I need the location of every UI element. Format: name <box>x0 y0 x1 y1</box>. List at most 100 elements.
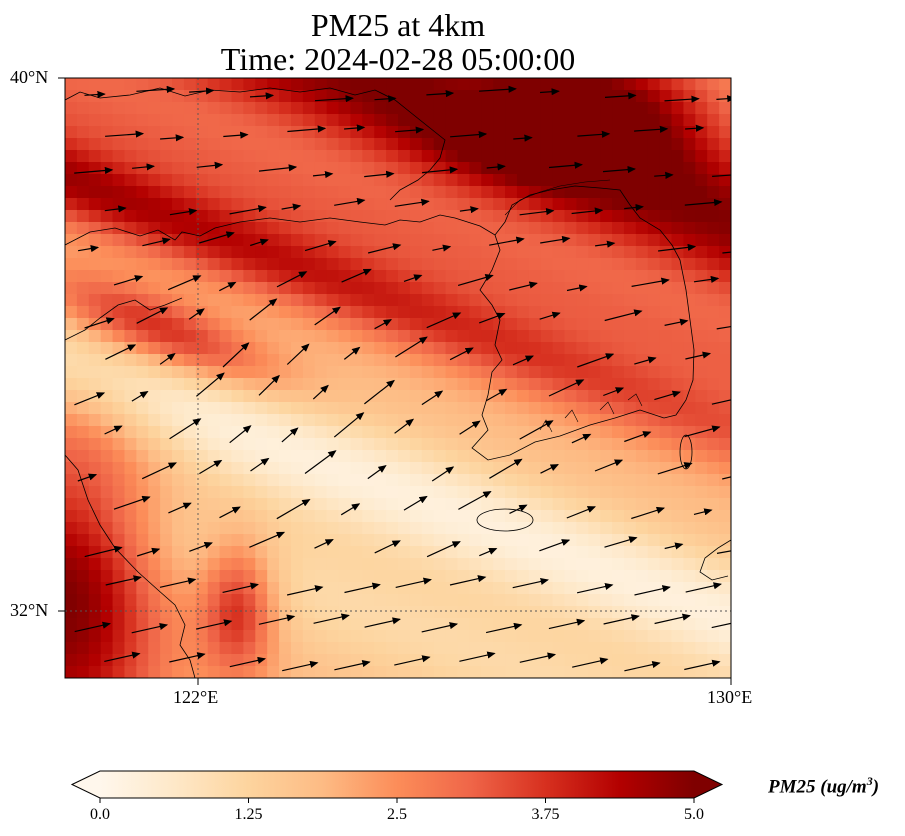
pm25-cell <box>290 630 304 643</box>
pm25-cell <box>433 126 447 139</box>
pm25-cell <box>421 150 435 163</box>
pm25-cell <box>136 114 149 127</box>
coastline-japan <box>699 539 731 581</box>
pm25-cell <box>362 366 375 379</box>
pm25-cell <box>516 210 530 223</box>
pm25-cell <box>362 582 375 595</box>
pm25-cell <box>350 138 363 151</box>
pm25-cell <box>588 666 601 678</box>
pm25-cell <box>160 666 173 678</box>
pm25-cell <box>207 606 221 619</box>
pm25-cell <box>112 306 126 319</box>
pm25-cell <box>231 666 244 678</box>
pm25-cell <box>481 102 494 115</box>
pm25-cell <box>647 342 661 355</box>
pm25-cell <box>695 474 708 487</box>
wind-arrow <box>188 308 205 320</box>
pm25-cell <box>374 126 387 139</box>
pm25-cell <box>707 498 720 511</box>
pm25-cell <box>433 270 447 283</box>
pm25-cell <box>88 378 102 391</box>
pm25-cell <box>326 498 340 511</box>
pm25-cell <box>683 450 696 463</box>
pm25-cell <box>195 390 209 403</box>
pm25-cell <box>231 366 244 379</box>
pm25-cell <box>76 378 90 391</box>
pm25-cell <box>65 126 78 139</box>
pm25-cell <box>623 294 637 307</box>
pm25-cell <box>88 510 102 523</box>
pm25-cell <box>469 246 482 259</box>
pm25-cell <box>255 306 268 319</box>
wind-arrow <box>333 412 365 438</box>
pm25-cell <box>695 342 708 355</box>
pm25-cell <box>148 294 161 307</box>
pm25-cell <box>421 306 435 319</box>
pm25-cell <box>409 102 423 115</box>
pm25-cell <box>172 366 185 379</box>
pm25-cell <box>540 270 554 283</box>
pm25-cell <box>183 282 197 295</box>
pm25-cell <box>302 186 316 199</box>
pm25-cell <box>302 306 316 319</box>
pm25-cell <box>671 594 685 607</box>
pm25-cell <box>350 270 363 283</box>
pm25-cell <box>409 630 423 643</box>
pm25-cell <box>338 486 352 499</box>
pm25-cell <box>600 642 613 655</box>
pm25-cell <box>505 318 518 331</box>
pm25-cell <box>659 354 673 367</box>
pm25-cell <box>76 354 90 367</box>
pm25-cell <box>469 330 482 343</box>
pm25-cell <box>600 246 613 259</box>
pm25-cell <box>612 246 625 259</box>
pm25-cell <box>457 174 470 187</box>
pm25-cell <box>160 450 173 463</box>
pm25-cell <box>445 654 459 667</box>
pm25-cell <box>338 402 352 415</box>
pm25-cell <box>326 318 340 331</box>
pm25-cell <box>326 426 340 439</box>
pm25-cell <box>374 414 387 427</box>
wind-arrow <box>136 85 176 93</box>
pm25-cell <box>112 522 126 535</box>
wind-arrow <box>459 420 481 435</box>
pm25-cell <box>267 318 280 331</box>
pm25-cell <box>659 546 673 559</box>
pm25-cell <box>148 630 161 643</box>
pm25-cell <box>469 594 482 607</box>
pm25-cell <box>612 198 625 211</box>
pm25-cell <box>528 414 542 427</box>
pm25-cell <box>243 174 256 187</box>
pm25-cell <box>267 138 280 151</box>
pm25-cell <box>481 510 494 523</box>
pm25-cell <box>255 594 268 607</box>
pm25-cell <box>219 186 233 199</box>
pm25-cell <box>302 630 316 643</box>
pm25-cell <box>398 294 411 307</box>
pm25-cell <box>540 366 554 379</box>
pm25-cell <box>695 594 708 607</box>
pm25-cell <box>516 318 530 331</box>
pm25-cell <box>183 558 197 571</box>
pm25-cell <box>374 378 387 391</box>
pm25-cell <box>148 414 161 427</box>
pm25-cell <box>600 258 613 271</box>
pm25-cell <box>279 522 292 535</box>
pm25-cell <box>445 222 459 235</box>
pm25-cell <box>148 222 161 235</box>
pm25-cell <box>76 222 90 235</box>
pm25-cell <box>707 102 720 115</box>
pm25-cell <box>350 318 363 331</box>
pm25-cell <box>124 102 137 115</box>
pm25-cell <box>469 90 482 103</box>
colorbar-label-close: ) <box>872 776 880 798</box>
pm25-cell <box>267 246 280 259</box>
pm25-cell <box>528 234 542 247</box>
pm25-cell <box>290 366 304 379</box>
pm25-cell <box>386 282 399 295</box>
pm25-cell <box>707 486 720 499</box>
pm25-cell <box>635 198 649 211</box>
pm25-cell <box>350 222 363 235</box>
pm25-cell <box>421 594 435 607</box>
